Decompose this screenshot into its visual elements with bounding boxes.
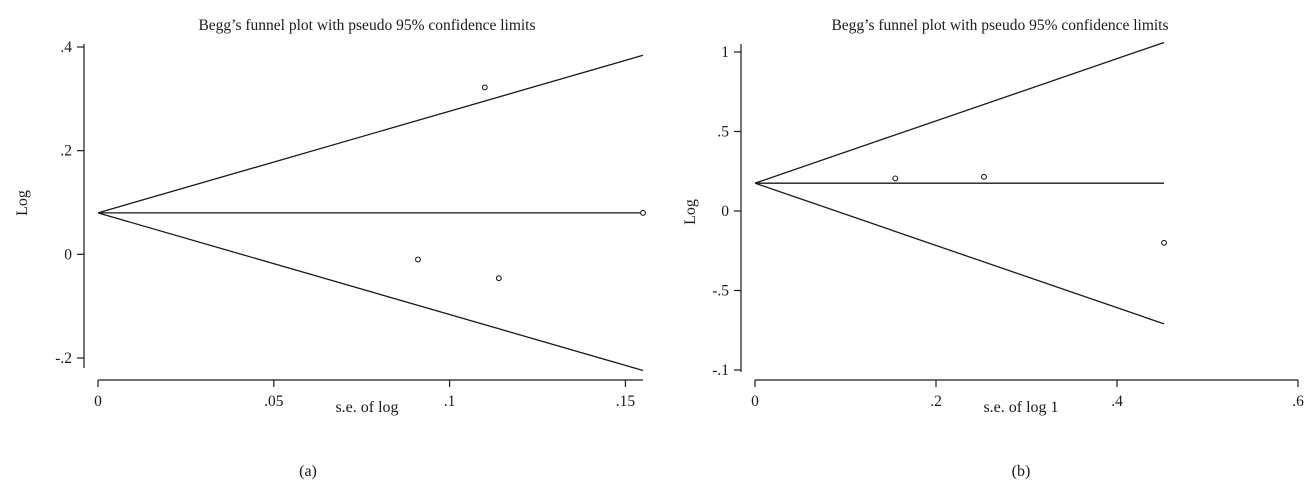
panel-b-xlabel: s.e. of log 1 (983, 399, 1058, 416)
panel-b-data-point (981, 173, 987, 180)
panel-b-ylabel: Log (682, 199, 699, 225)
panel-a-data-point (640, 209, 646, 216)
panel-b-xtick-label: 0 (751, 393, 759, 410)
panel-a-xtick-label: .05 (264, 393, 284, 410)
panel-b-xticks: 0 .2 .4 .6 (751, 380, 1304, 410)
panel-a-funnel (97, 54, 644, 372)
panel-b-lower-limit-line (754, 182, 1165, 325)
panel-a-xtick-label: .1 (444, 393, 456, 410)
panel-b-ytick-label: .5 (717, 124, 729, 141)
panel-b-ytick-label: -.1 (712, 362, 729, 379)
panel-a-points (415, 84, 646, 282)
panel-b-yticks: -.1 -.5 0 .5 1 (712, 44, 741, 379)
panel-a-upper-limit-line (97, 54, 644, 214)
panel-a-ytick-label: .2 (60, 143, 72, 160)
panel-a-ylabel: Log (14, 190, 31, 216)
panel-a-xticks: 0 .05 .1 .15 (94, 380, 635, 410)
panel-b-xtick-label: .6 (1292, 393, 1304, 410)
panel-a-data-point (415, 256, 421, 263)
panel-b-points (892, 173, 1168, 246)
panel-a-lower-limit-line (97, 212, 644, 372)
panel-a-data-point (495, 275, 502, 282)
panel-b-xtick-label: .4 (1111, 393, 1123, 410)
panel-b-data-point (1161, 239, 1168, 246)
panel-b: Begg’s funnel plot with pseudo 95% confi… (682, 17, 1304, 480)
panel-b-title: Begg’s funnel plot with pseudo 95% confi… (831, 17, 1168, 34)
panel-a-title: Begg’s funnel plot with pseudo 95% confi… (198, 17, 535, 34)
panel-a-xtick-label: .15 (616, 393, 636, 410)
panel-b-ytick-label: -.5 (712, 283, 729, 300)
panel-a-xtick-label: 0 (94, 393, 102, 410)
panel-b-upper-limit-line (754, 41, 1165, 184)
panel-b-xtick-label: .2 (930, 393, 942, 410)
panel-a-data-point (481, 84, 488, 91)
panel-b-funnel (754, 41, 1165, 325)
panel-a-xlabel: s.e. of log (335, 399, 398, 416)
panel-b-label: (b) (1012, 463, 1031, 480)
panel-a: Begg’s funnel plot with pseudo 95% confi… (14, 17, 646, 480)
panel-b-ytick-label: 1 (721, 44, 729, 61)
panel-a-label: (a) (299, 463, 317, 480)
panel-b-data-point (892, 175, 899, 182)
panel-b-ytick-label: 0 (721, 203, 729, 220)
panel-a-yticks: -.2 0 .2 .4 (55, 39, 84, 367)
panel-a-ytick-label: 0 (64, 246, 72, 263)
panel-a-ytick-label: -.2 (55, 350, 72, 367)
panel-a-ytick-label: .4 (60, 39, 72, 56)
